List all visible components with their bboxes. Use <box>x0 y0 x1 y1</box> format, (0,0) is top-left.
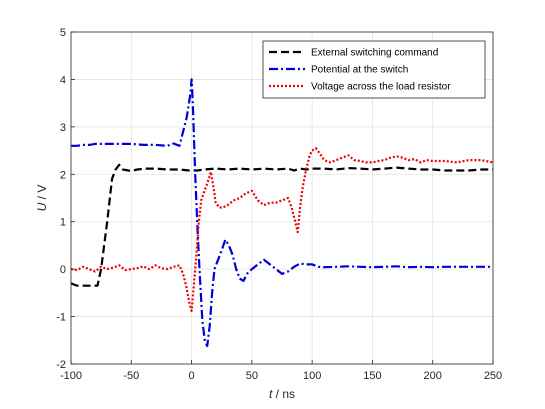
x-tick-label: -100 <box>60 370 82 382</box>
legend-label-0: External switching command <box>311 48 438 59</box>
x-tick-label: 0 <box>189 370 195 382</box>
x-tick-label: 250 <box>484 370 502 382</box>
x-tick-label: 100 <box>303 370 321 382</box>
series-line-0 <box>70 163 493 287</box>
x-tick-label: -50 <box>123 370 139 382</box>
plot-frame <box>70 31 494 365</box>
axis-ticks: -100 -50 0 50 100 150 200 250 -2 -1 0 1 2 3 4 5 <box>56 27 502 382</box>
y-axis-var: U <box>35 202 49 211</box>
y-tick-label: 3 <box>60 122 66 134</box>
series-line-2 <box>70 147 494 312</box>
x-tick-label: 50 <box>246 370 258 382</box>
x-tick-label: 200 <box>424 370 442 382</box>
y-tick-label: 1 <box>60 217 66 229</box>
series-layer <box>70 78 494 348</box>
x-axis-unit: / ns <box>272 387 295 401</box>
y-axis-unit: / V <box>35 185 49 203</box>
x-axis-var: t <box>269 387 273 401</box>
legend-label-1: Potential at the switch <box>311 65 408 76</box>
y-axis-label: U / V <box>35 185 49 212</box>
legend-label-2: Voltage across the load resistor <box>311 82 451 93</box>
y-tick-label: -1 <box>56 312 66 324</box>
y-tick-label: 5 <box>60 27 66 39</box>
x-axis-label: t / ns <box>269 387 295 401</box>
x-tick-label: 150 <box>363 370 381 382</box>
y-tick-label: 4 <box>60 74 66 86</box>
series-line-1 <box>71 78 493 348</box>
y-tick-label: 0 <box>60 264 66 276</box>
y-tick-label: -2 <box>56 359 66 371</box>
y-tick-label: 2 <box>60 169 66 181</box>
legend: External switching command Potential at t… <box>262 40 486 99</box>
